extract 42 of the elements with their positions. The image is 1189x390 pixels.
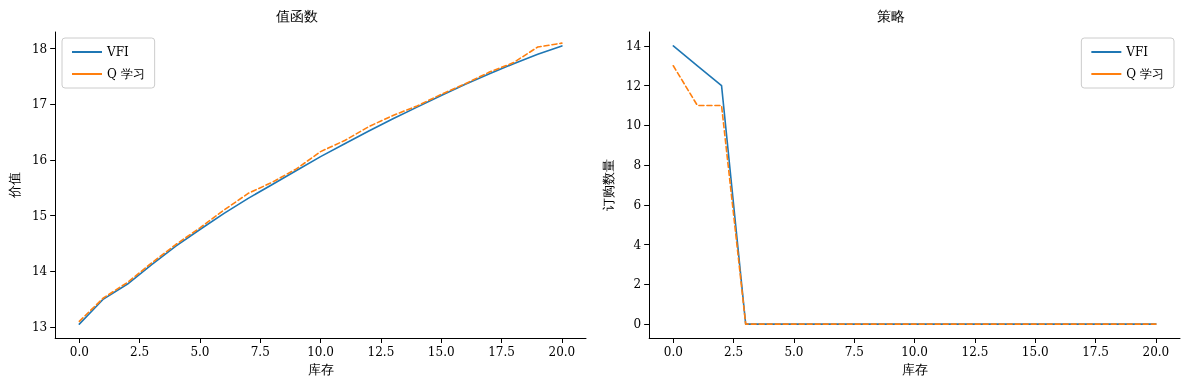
x-tick-label: 5.0 bbox=[784, 345, 804, 359]
x-axis-title: 库存 bbox=[901, 361, 928, 377]
y-tick-label: 8 bbox=[633, 158, 642, 173]
x-tick-label: 10.0 bbox=[901, 345, 928, 359]
x-tick-label: 17.5 bbox=[488, 345, 515, 359]
y-tick-label: 6 bbox=[633, 197, 642, 212]
x-tick-label: 15.0 bbox=[427, 345, 455, 359]
y-tick-label: 14 bbox=[31, 264, 48, 279]
y-tick-label: 2 bbox=[633, 277, 642, 292]
y-tick-label: 16 bbox=[31, 152, 48, 167]
x-tick-label: 2.5 bbox=[724, 345, 744, 359]
legend-label: VFI bbox=[1125, 45, 1149, 59]
y-tick-label: 0 bbox=[633, 317, 642, 332]
y-axis-title: 订购数量 bbox=[601, 159, 616, 211]
y-tick-label: 10 bbox=[625, 118, 642, 133]
x-tick-label: 20.0 bbox=[1142, 345, 1170, 359]
y-tick-label: 13 bbox=[31, 319, 48, 334]
x-tick-label: 15.0 bbox=[1021, 345, 1049, 359]
y-tick-label: 4 bbox=[633, 237, 642, 252]
legend-label: Q 学习 bbox=[107, 67, 145, 81]
y-tick-label: 12 bbox=[625, 78, 642, 93]
y-tick-label: 18 bbox=[31, 41, 48, 56]
y-tick-label: 15 bbox=[31, 208, 48, 223]
x-tick-label: 0.0 bbox=[663, 345, 683, 359]
y-tick-label: 17 bbox=[31, 97, 48, 112]
x-tick-label: 7.5 bbox=[250, 345, 270, 359]
legend-label: VFI bbox=[106, 45, 129, 59]
x-tick-label: 20.0 bbox=[548, 345, 576, 359]
x-tick-label: 2.5 bbox=[130, 345, 150, 359]
x-tick-label: 12.5 bbox=[961, 345, 989, 359]
legend-label: Q 学习 bbox=[1126, 67, 1164, 81]
chart-title: 值函数 bbox=[276, 8, 318, 24]
x-axis-title: 库存 bbox=[307, 361, 334, 377]
y-tick-label: 14 bbox=[625, 38, 642, 53]
x-tick-label: 12.5 bbox=[367, 345, 395, 359]
x-tick-label: 5.0 bbox=[190, 345, 210, 359]
x-tick-label: 7.5 bbox=[844, 345, 864, 359]
chart-title: 策略 bbox=[877, 8, 905, 24]
x-tick-label: 0.0 bbox=[69, 345, 89, 359]
x-tick-label: 10.0 bbox=[307, 345, 334, 359]
y-axis-title: 价值 bbox=[7, 172, 22, 199]
x-tick-label: 17.5 bbox=[1082, 345, 1109, 359]
